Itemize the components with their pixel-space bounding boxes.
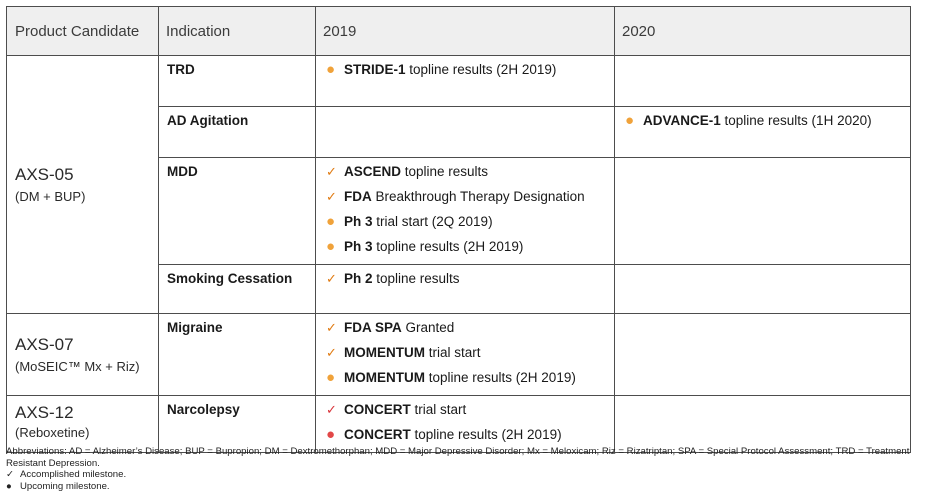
indication-cell: Narcolepsy [158, 395, 316, 453]
milestone-text: topline results (2H 2019) [372, 239, 524, 254]
table-row: AXS-12 (Reboxetine) Narcolepsy ✓ CONCERT… [6, 395, 911, 453]
header-2020: 2020 [614, 6, 911, 56]
milestone-item: ● Ph 3 trial start (2Q 2019) [326, 214, 614, 239]
milestones-2020-cell [614, 395, 911, 453]
check-icon: ✓ [326, 345, 337, 360]
milestones-2019-cell: ● STRIDE-1 topline results (2H 2019) [315, 55, 615, 107]
milestone-item: ✓ Ph 2 topline results [326, 271, 614, 296]
dot-icon: ● [6, 480, 12, 492]
upcoming-dot-icon: ● [326, 238, 336, 255]
milestone-item: ● Ph 3 topline results (2H 2019) [326, 239, 614, 264]
milestone-text: Granted [401, 320, 455, 335]
legend-text: Accomplished milestone. [20, 469, 127, 480]
milestone-text: topline results (2H 2019) [405, 62, 557, 77]
header-product: Product Candidate [6, 6, 159, 56]
milestone-bold: Ph 2 [344, 271, 373, 286]
product-subtitle: (Reboxetine) [15, 425, 90, 440]
milestone-bold: ADVANCE-1 [643, 113, 721, 128]
milestone-bold: FDA [344, 189, 372, 204]
milestone-bold: FDA SPA [344, 320, 402, 335]
table-row: Smoking Cessation ✓ Ph 2 topline results [7, 264, 911, 314]
milestones-2020-cell [614, 157, 911, 265]
upcoming-dot-icon: ● [326, 369, 336, 386]
abbreviations-note: Abbreviations: AD = Alzheimer’s Disease;… [6, 446, 910, 469]
milestone-text: trial start [410, 402, 467, 417]
indication-cell: TRD [158, 55, 316, 107]
milestones-2019-cell [315, 106, 615, 158]
milestone-item: ● MOMENTUM topline results (2H 2019) [326, 370, 614, 395]
check-icon: ✓ [6, 469, 15, 480]
milestone-bold: Ph 3 [344, 239, 373, 254]
milestones-2019-cell: ✓ ASCEND topline results ✓ FDA Breakthro… [315, 157, 615, 265]
milestone-item: ✓ CONCERT trial start [326, 402, 614, 427]
legend-text: Upcoming milestone. [20, 480, 110, 492]
indication-cell: Smoking Cessation [158, 264, 316, 314]
milestones-2020-cell [614, 313, 911, 396]
table-row: MDD ✓ ASCEND topline results ✓ FDA Break… [7, 157, 911, 265]
header-indication: Indication [158, 6, 316, 56]
milestone-bold: MOMENTUM [344, 370, 425, 385]
milestones-table: Product Candidate Indication 2019 2020 A… [6, 6, 911, 453]
legend-upcoming: ● Upcoming milestone. [6, 481, 910, 493]
milestone-bold: CONCERT [344, 427, 411, 442]
milestone-item: ● ADVANCE-1 topline results (1H 2020) [625, 113, 910, 138]
milestone-item: ● STRIDE-1 topline results (2H 2019) [326, 62, 614, 87]
milestone-text: topline results [401, 164, 489, 179]
milestone-item: ✓ ASCEND topline results [326, 164, 614, 189]
legend-accomplished: ✓ Accomplished milestone. [6, 469, 910, 481]
milestones-table-container: Product Candidate Indication 2019 2020 A… [6, 6, 911, 453]
table-row: AXS-07 (MoSEIC™ Mx + Riz) Migraine ✓ FDA… [6, 313, 911, 396]
milestone-text: trial start [425, 345, 481, 360]
upcoming-dot-icon: ● [326, 426, 336, 443]
milestone-bold: STRIDE-1 [344, 62, 406, 77]
check-icon: ✓ [326, 271, 337, 286]
milestone-bold: ASCEND [344, 164, 402, 179]
milestone-text: Breakthrough Therapy Designation [371, 189, 585, 204]
upcoming-dot-icon: ● [326, 61, 336, 78]
product-name: AXS-05 [15, 164, 74, 184]
milestone-bold: MOMENTUM [344, 345, 425, 360]
milestone-text: topline results (2H 2019) [425, 370, 576, 385]
indication-cell: AD Agitation [158, 106, 316, 158]
milestone-item: ✓ MOMENTUM trial start [326, 345, 614, 370]
milestone-item: ● CONCERT topline results (2H 2019) [326, 427, 614, 452]
product-axs-07: AXS-07 (MoSEIC™ Mx + Riz) [6, 313, 159, 396]
product-subtitle: (MoSEIC™ Mx + Riz) [15, 358, 140, 374]
product-name: AXS-07 [15, 334, 74, 354]
product-name: AXS-12 [15, 403, 74, 422]
upcoming-dot-icon: ● [625, 112, 635, 129]
table-row: AXS-05 (DM + BUP) TRD ● STRIDE-1 topline… [6, 55, 911, 314]
milestone-text: topline results (2H 2019) [410, 427, 562, 442]
product-subtitle: (DM + BUP) [15, 188, 86, 204]
product-axs-05: AXS-05 (DM + BUP) [6, 55, 159, 314]
milestone-text: topline results [372, 271, 460, 286]
milestone-item: ✓ FDA SPA Granted [326, 320, 614, 345]
check-icon: ✓ [326, 402, 337, 417]
milestone-bold: CONCERT [344, 402, 411, 417]
milestone-item: ✓ FDA Breakthrough Therapy Designation [326, 189, 614, 214]
product-axs-12: AXS-12 (Reboxetine) [6, 395, 159, 453]
header-2019: 2019 [315, 6, 615, 56]
check-icon: ✓ [326, 164, 337, 179]
header-row: Product Candidate Indication 2019 2020 [6, 6, 911, 56]
indication-cell: MDD [158, 157, 316, 265]
milestone-text: topline results (1H 2020) [720, 113, 872, 128]
milestones-2020-cell: ● ADVANCE-1 topline results (1H 2020) [614, 106, 911, 158]
check-icon: ✓ [326, 320, 337, 335]
footnotes: Abbreviations: AD = Alzheimer’s Disease;… [6, 446, 910, 492]
milestones-2019-cell: ✓ CONCERT trial start ● CONCERT topline … [315, 395, 615, 453]
indication-cell: Migraine [158, 313, 316, 396]
upcoming-dot-icon: ● [326, 213, 336, 230]
milestones-2020-cell [614, 264, 911, 314]
milestone-bold: Ph 3 [344, 214, 373, 229]
check-icon: ✓ [326, 189, 337, 204]
milestones-2019-cell: ✓ FDA SPA Granted ✓ MOMENTUM trial start… [315, 313, 615, 396]
milestones-2020-cell [614, 55, 911, 107]
milestone-text: trial start (2Q 2019) [372, 214, 493, 229]
milestones-2019-cell: ✓ Ph 2 topline results [315, 264, 615, 314]
